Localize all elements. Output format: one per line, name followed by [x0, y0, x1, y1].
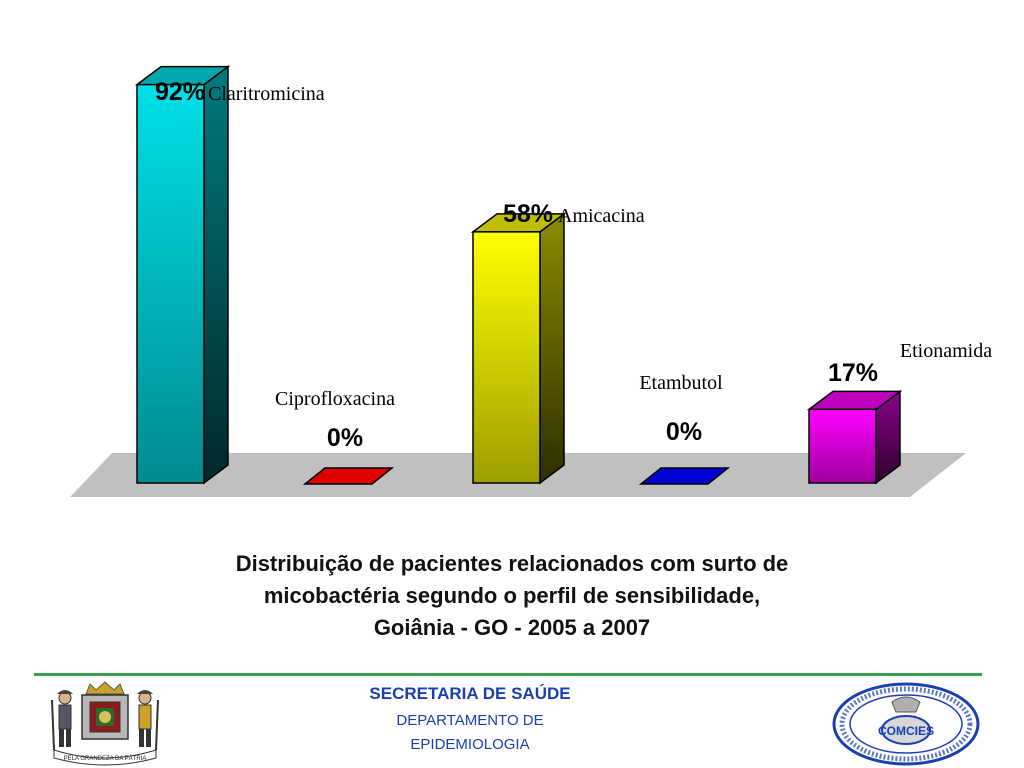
coat-of-arms-logo: PELA GRANDEZA DA PÁTRIA — [51, 681, 159, 766]
category-label: Etambutol — [639, 372, 723, 394]
seal-center-text: COMCIES — [878, 724, 934, 738]
category-label: Claritromicina — [208, 83, 325, 105]
category-label: Amicacina — [558, 205, 645, 227]
chart-caption: Distribuição de pacientes relacionados c… — [112, 548, 912, 644]
bar-side-face — [203, 65, 229, 485]
footer-divider — [34, 673, 982, 676]
footer-department-line-2: EPIDEMIOLOGIA — [410, 736, 530, 753]
value-label: 0% — [666, 418, 702, 446]
bar-claritromicina — [134, 65, 231, 485]
caption-line-3: Goiânia - GO - 2005 a 2007 — [373, 615, 651, 640]
bar-side-face — [539, 212, 565, 485]
bar-etionamida — [806, 389, 903, 485]
value-label: 17% — [828, 359, 878, 387]
bar-amicacina — [470, 212, 567, 485]
bar-zero-plate — [302, 467, 395, 485]
bars-group — [134, 65, 903, 485]
caption-line-2: micobactéria segundo o perfil de sensibi… — [263, 583, 761, 608]
bar-front-face — [136, 83, 205, 484]
bar-etambutol — [638, 467, 731, 485]
category-label: Ciprofloxacina — [275, 388, 395, 410]
footer-department-line-1: DEPARTAMENTO DE — [396, 712, 544, 729]
comcies-seal-logo: COMCIES — [832, 682, 980, 766]
caption-line-1: Distribuição de pacientes relacionados c… — [235, 551, 789, 576]
footer-secretaria: SECRETARIA DE SAÚDE — [369, 684, 571, 703]
bar-front-face — [472, 231, 541, 484]
coat-of-arms-motto: PELA GRANDEZA DA PÁTRIA — [64, 755, 147, 762]
category-label: Etionamida — [900, 340, 992, 362]
bar-front-face — [808, 408, 877, 484]
value-label: 0% — [327, 424, 363, 452]
bar-ciprofloxacina — [302, 467, 395, 485]
value-label: 92% — [155, 78, 205, 106]
bar-zero-plate — [638, 467, 731, 485]
value-label: 58% — [503, 200, 553, 228]
